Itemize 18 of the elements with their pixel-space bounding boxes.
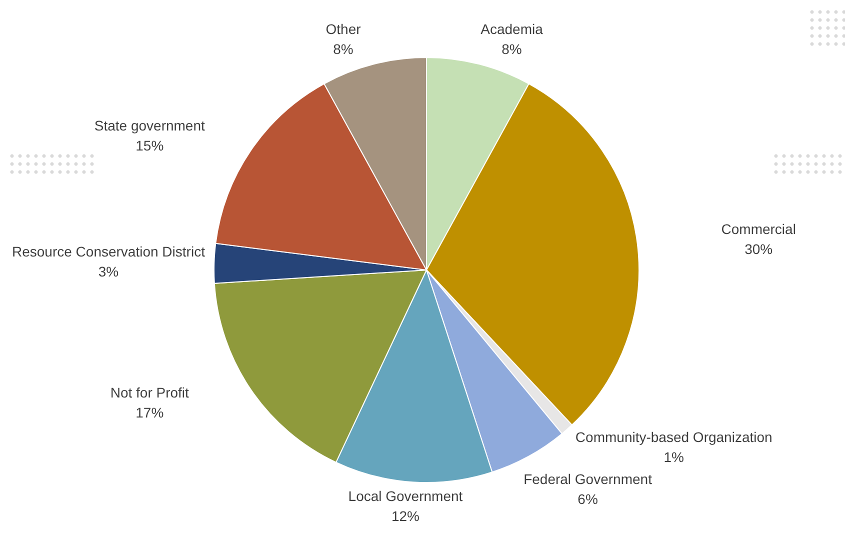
slice-label: Resource Conservation District — [12, 243, 206, 260]
data-label: 3% — [98, 263, 119, 280]
data-label: 12% — [391, 508, 420, 524]
data-label: 17% — [136, 404, 164, 420]
data-label: 8% — [333, 40, 354, 57]
slice-label: Federal Government — [524, 471, 652, 488]
data-label: 8% — [502, 40, 522, 57]
slice-label: Local Government — [348, 488, 463, 504]
slice-label: Other — [326, 20, 362, 37]
slice-label: Community-based Organization — [575, 429, 772, 446]
slice-label: Commercial — [721, 221, 796, 238]
data-label: 15% — [136, 137, 164, 154]
data-label: 1% — [664, 449, 684, 466]
data-label: 6% — [578, 491, 598, 508]
slice-label: Academia — [480, 20, 544, 37]
data-label: 30% — [744, 241, 773, 258]
slice-label: State government — [94, 117, 205, 134]
slice-label: Not for Profit — [110, 384, 190, 400]
